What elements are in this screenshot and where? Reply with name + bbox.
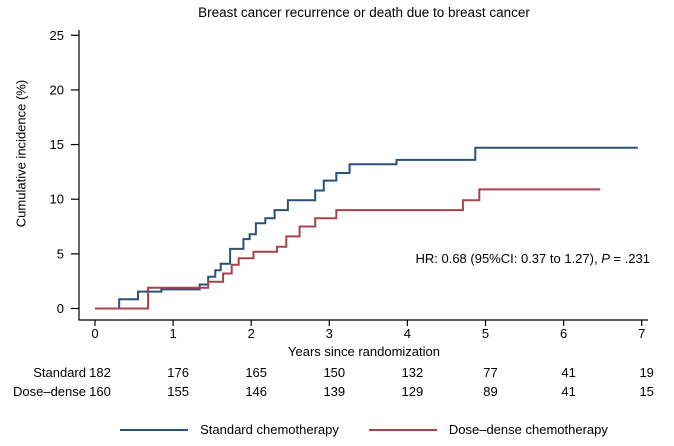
legend-line-swatch xyxy=(120,428,189,431)
risk-count: 165 xyxy=(245,365,268,380)
risk-count: 139 xyxy=(323,384,346,399)
x-tick-label: 4 xyxy=(404,326,411,341)
x-tick-label: 0 xyxy=(91,326,98,341)
risk-count: 89 xyxy=(483,384,498,399)
risk-count: 160 xyxy=(89,384,111,399)
p-value: = .231 xyxy=(609,251,650,266)
chart-title: Breast cancer recurrence or death due to… xyxy=(198,5,530,20)
p-symbol: P xyxy=(601,251,610,266)
x-tick-label: 7 xyxy=(638,326,645,341)
x-tick-label: 2 xyxy=(248,326,255,341)
x-tick-label: 1 xyxy=(169,326,176,341)
risk-count: 155 xyxy=(167,384,189,399)
axis-lines xyxy=(78,30,648,321)
x-tick-label: 3 xyxy=(326,326,333,341)
series-dose-dense-line xyxy=(95,188,601,310)
legend-line-swatch xyxy=(368,428,437,431)
risk-count: 132 xyxy=(401,365,424,380)
y-tick-label: 15 xyxy=(50,137,64,152)
risk-row-label: Dose–dense xyxy=(13,384,86,399)
x-axis-title: Years since randomization xyxy=(288,344,440,359)
risk-count: 41 xyxy=(561,384,576,399)
y-tick-label: 10 xyxy=(50,192,64,207)
risk-count: 150 xyxy=(323,365,346,380)
risk-row-label: Standard xyxy=(33,365,86,380)
risk-count: 19 xyxy=(639,365,654,380)
legend: Standard chemotherapy Dose–dense chemothe… xyxy=(80,421,648,438)
legend-entry: Standard chemotherapy xyxy=(120,422,339,437)
y-tick-label: 25 xyxy=(50,28,64,43)
y-tick-label: 5 xyxy=(57,246,64,261)
risk-count: 176 xyxy=(167,365,189,380)
risk-count: 77 xyxy=(483,365,498,380)
risk-count: 182 xyxy=(89,365,111,380)
series-standard-line xyxy=(95,146,638,310)
legend-entry: Dose–dense chemotherapy xyxy=(368,422,608,437)
y-tick-label: 20 xyxy=(50,82,64,97)
x-tick-label: 6 xyxy=(560,326,567,341)
risk-count: 146 xyxy=(245,384,268,399)
hr-annotation: HR: 0.68 (95%CI: 0.37 to 1.27), P = .231 xyxy=(415,251,650,266)
risk-count: 129 xyxy=(401,384,424,399)
x-tick-label: 5 xyxy=(482,326,489,341)
legend-label: Dose–dense chemotherapy xyxy=(448,422,608,437)
risk-count: 15 xyxy=(639,384,654,399)
hr-text: HR: 0.68 (95%CI: 0.37 to 1.27), xyxy=(415,251,602,266)
legend-label: Standard chemotherapy xyxy=(200,422,339,437)
risk-count: 41 xyxy=(561,365,576,380)
y-tick-label: 0 xyxy=(57,301,64,316)
